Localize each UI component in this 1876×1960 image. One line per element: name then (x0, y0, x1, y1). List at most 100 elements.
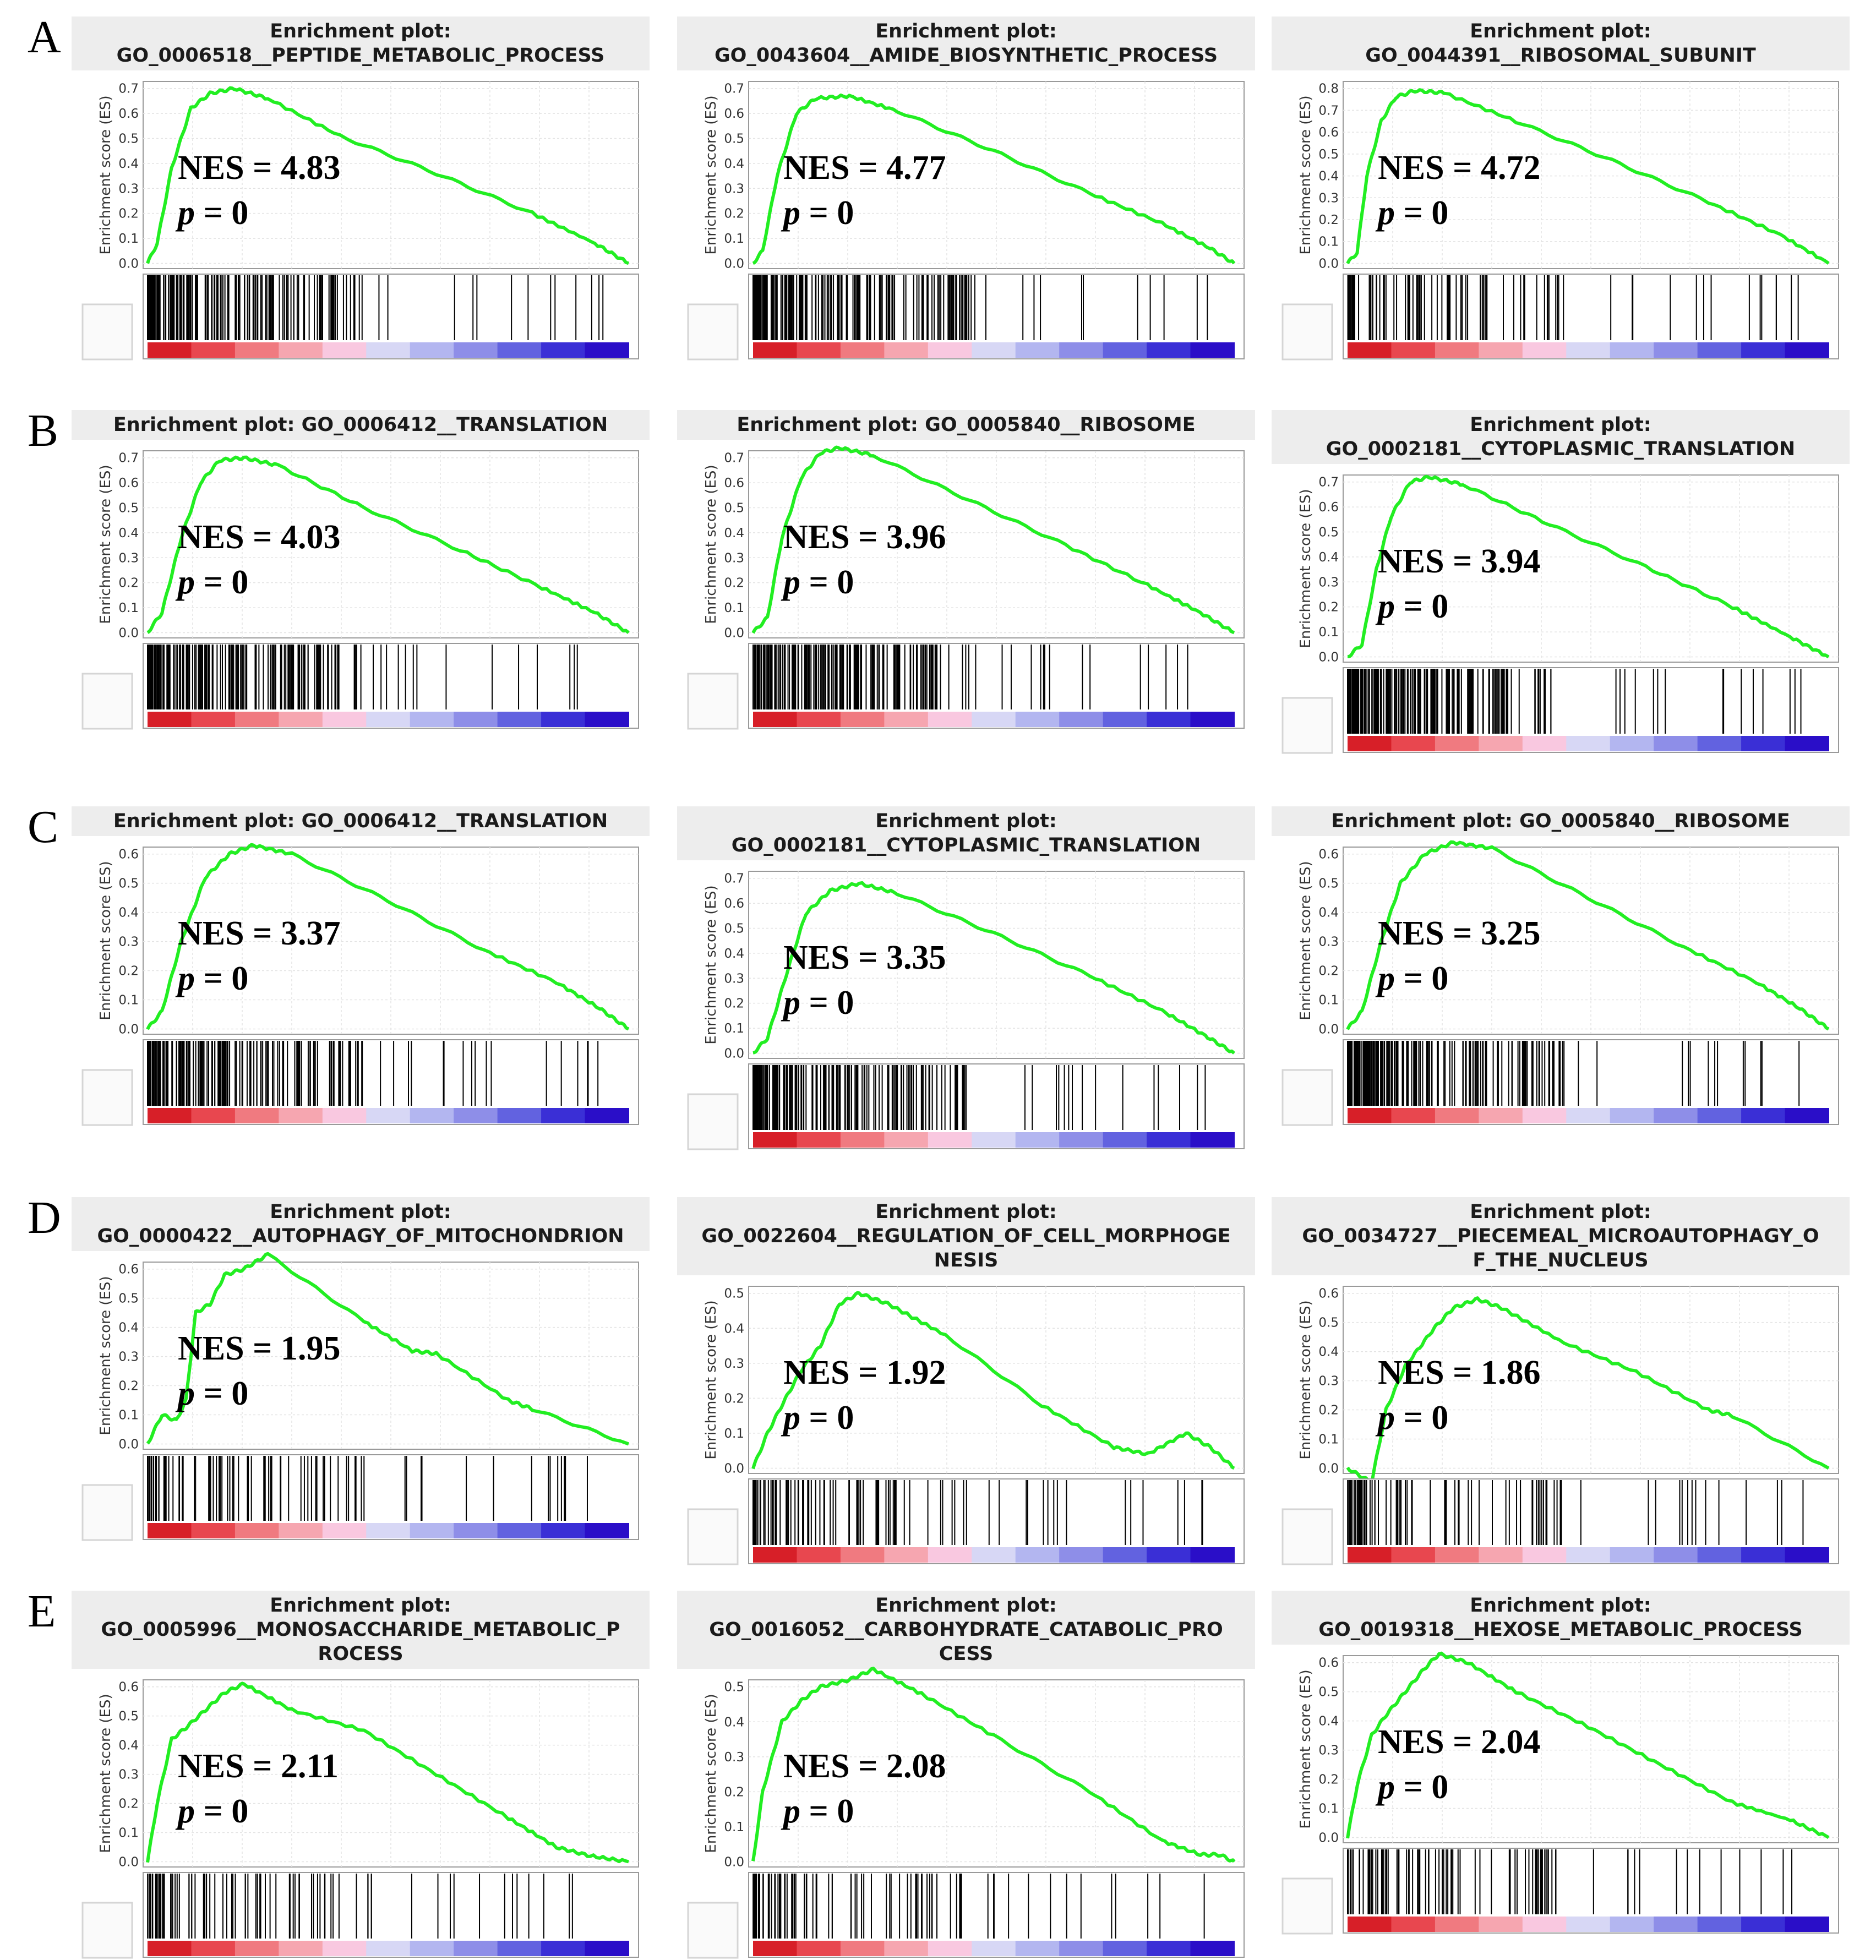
rank-color-segment (1348, 342, 1392, 358)
rank-color-segment (454, 712, 498, 727)
y-tick-label: 0.0 (724, 626, 744, 640)
rank-color-segment (1479, 1547, 1523, 1563)
rank-color-segment (1015, 1132, 1060, 1148)
rank-color-segment (148, 1523, 192, 1538)
rank-color-segment (1785, 1917, 1829, 1932)
rank-color-segment (928, 1547, 973, 1563)
y-axis-label: Enrichment score (ES) (97, 1276, 114, 1435)
y-tick-label: 0.3 (118, 935, 139, 949)
rank-color-segment (1391, 1547, 1436, 1563)
rank-color-segment (1654, 1547, 1698, 1563)
plot-title-line: GO_0043604__AMIDE_BIOSYNTHETIC_PROCESS (715, 45, 1218, 67)
hit-marks (147, 645, 578, 709)
rank-color-segment (148, 342, 192, 358)
rank-color-segment (1654, 1108, 1698, 1123)
nes-value: NES = 2.11 (178, 1748, 339, 1785)
p-value: p = 0 (1375, 1399, 1448, 1437)
hit-marks (147, 1456, 588, 1521)
p-value: p = 0 (781, 984, 854, 1022)
y-tick-label: 0.3 (724, 971, 744, 986)
row-label-d: D (28, 1192, 61, 1243)
rank-color-segment (1741, 1108, 1786, 1123)
p-value: p = 0 (781, 1793, 854, 1830)
rank-color-segment (541, 1108, 586, 1123)
nes-value: NES = 4.83 (178, 149, 340, 187)
y-tick-label: 0.1 (1318, 625, 1339, 640)
y-tick-label: 0.1 (1318, 1433, 1339, 1447)
rank-color-segment (797, 342, 841, 358)
plot-title-line: Enrichment plot: (875, 810, 1057, 832)
y-tick-label: 0.2 (118, 576, 139, 591)
plot-title-line: Enrichment plot: GO_0006412__TRANSLATION (113, 414, 608, 436)
rank-color-segment (928, 712, 973, 727)
legend-placeholder (1281, 1508, 1333, 1565)
legend-placeholder (687, 1508, 739, 1565)
row-label-c: C (28, 801, 58, 853)
y-tick-label: 0.0 (724, 1855, 744, 1869)
rank-color-segment (1610, 736, 1655, 751)
y-tick-label: 0.3 (1318, 575, 1339, 589)
title-background (677, 17, 1255, 70)
rank-color-segment (234, 712, 280, 727)
rank-color-segment (1015, 1547, 1060, 1563)
y-axis-label: Enrichment score (ES) (97, 861, 114, 1020)
legend-placeholder (1281, 697, 1333, 754)
legend-placeholder (687, 673, 739, 730)
rank-color-segment (322, 712, 367, 727)
rank-color-segment (279, 712, 323, 727)
rank-color-segment (753, 1132, 798, 1148)
rank-color-segment (497, 1108, 542, 1123)
plot-title-line: GO_0034727__PIECEMEAL_MICROAUTOPHAGY_O (1302, 1225, 1819, 1247)
y-tick-label: 0.2 (724, 1391, 744, 1406)
rank-color-segment (585, 1941, 629, 1956)
plot-title-line: GO_0016052__CARBOHYDRATE_CATABOLIC_PRO (709, 1619, 1223, 1641)
rank-color-segment (1479, 342, 1523, 358)
rank-color-segment (1059, 1132, 1104, 1148)
hit-marks (1347, 1480, 1804, 1545)
y-tick-label: 0.8 (1318, 82, 1339, 96)
y-tick-label: 0.6 (118, 1263, 139, 1277)
rank-color-segment (840, 712, 885, 727)
rank-color-segment (1147, 1132, 1191, 1148)
p-value: p = 0 (781, 1399, 854, 1437)
row-labels: A B C D E (28, 12, 61, 1637)
y-tick-label: 0.6 (118, 1680, 139, 1695)
nes-value: NES = 3.96 (783, 518, 946, 556)
rank-color-segment (191, 1523, 236, 1538)
y-tick-label: 0.1 (724, 232, 744, 246)
rank-color-segment (1785, 1108, 1829, 1123)
plot-title-line: Enrichment plot: (1470, 414, 1651, 436)
y-tick-label: 0.4 (724, 157, 744, 171)
y-tick-label: 0.0 (118, 1437, 139, 1451)
rank-color-segment (279, 1523, 323, 1538)
rank-color-segment (884, 1941, 929, 1956)
rank-color-segment (1697, 1917, 1742, 1932)
plot-title-line: Enrichment plot: (1470, 1201, 1651, 1223)
rank-color-segment (1741, 342, 1786, 358)
y-tick-label: 0.0 (1318, 1831, 1339, 1845)
title-background (1272, 1591, 1850, 1645)
plot-title-line: Enrichment plot: GO_0006412__TRANSLATION (113, 810, 608, 832)
y-tick-label: 0.2 (724, 997, 744, 1011)
title-background (1272, 1197, 1850, 1275)
p-value: p = 0 (175, 1793, 248, 1830)
y-tick-label: 0.5 (724, 501, 744, 515)
rank-color-segment (928, 1941, 973, 1956)
legend-placeholder (1281, 1877, 1333, 1935)
y-tick-label: 0.5 (1318, 877, 1339, 891)
hit-marks (1347, 275, 1799, 340)
y-tick-label: 0.3 (724, 1750, 744, 1765)
rank-color-segment (191, 1108, 236, 1123)
rank-color-segment (1566, 1108, 1611, 1123)
title-background (72, 1591, 650, 1669)
rank-color-segment (454, 342, 498, 358)
rank-color-segment (541, 342, 586, 358)
nes-value: NES = 2.08 (783, 1748, 946, 1785)
es-curve (1346, 1296, 1830, 1486)
rank-color-segment (1147, 1941, 1191, 1956)
rank-color-segment (972, 1132, 1016, 1148)
rank-color-segment (1522, 1108, 1567, 1123)
p-value: p = 0 (1375, 194, 1448, 232)
rank-color-segment (1610, 1917, 1655, 1932)
es-curve (751, 1291, 1235, 1470)
